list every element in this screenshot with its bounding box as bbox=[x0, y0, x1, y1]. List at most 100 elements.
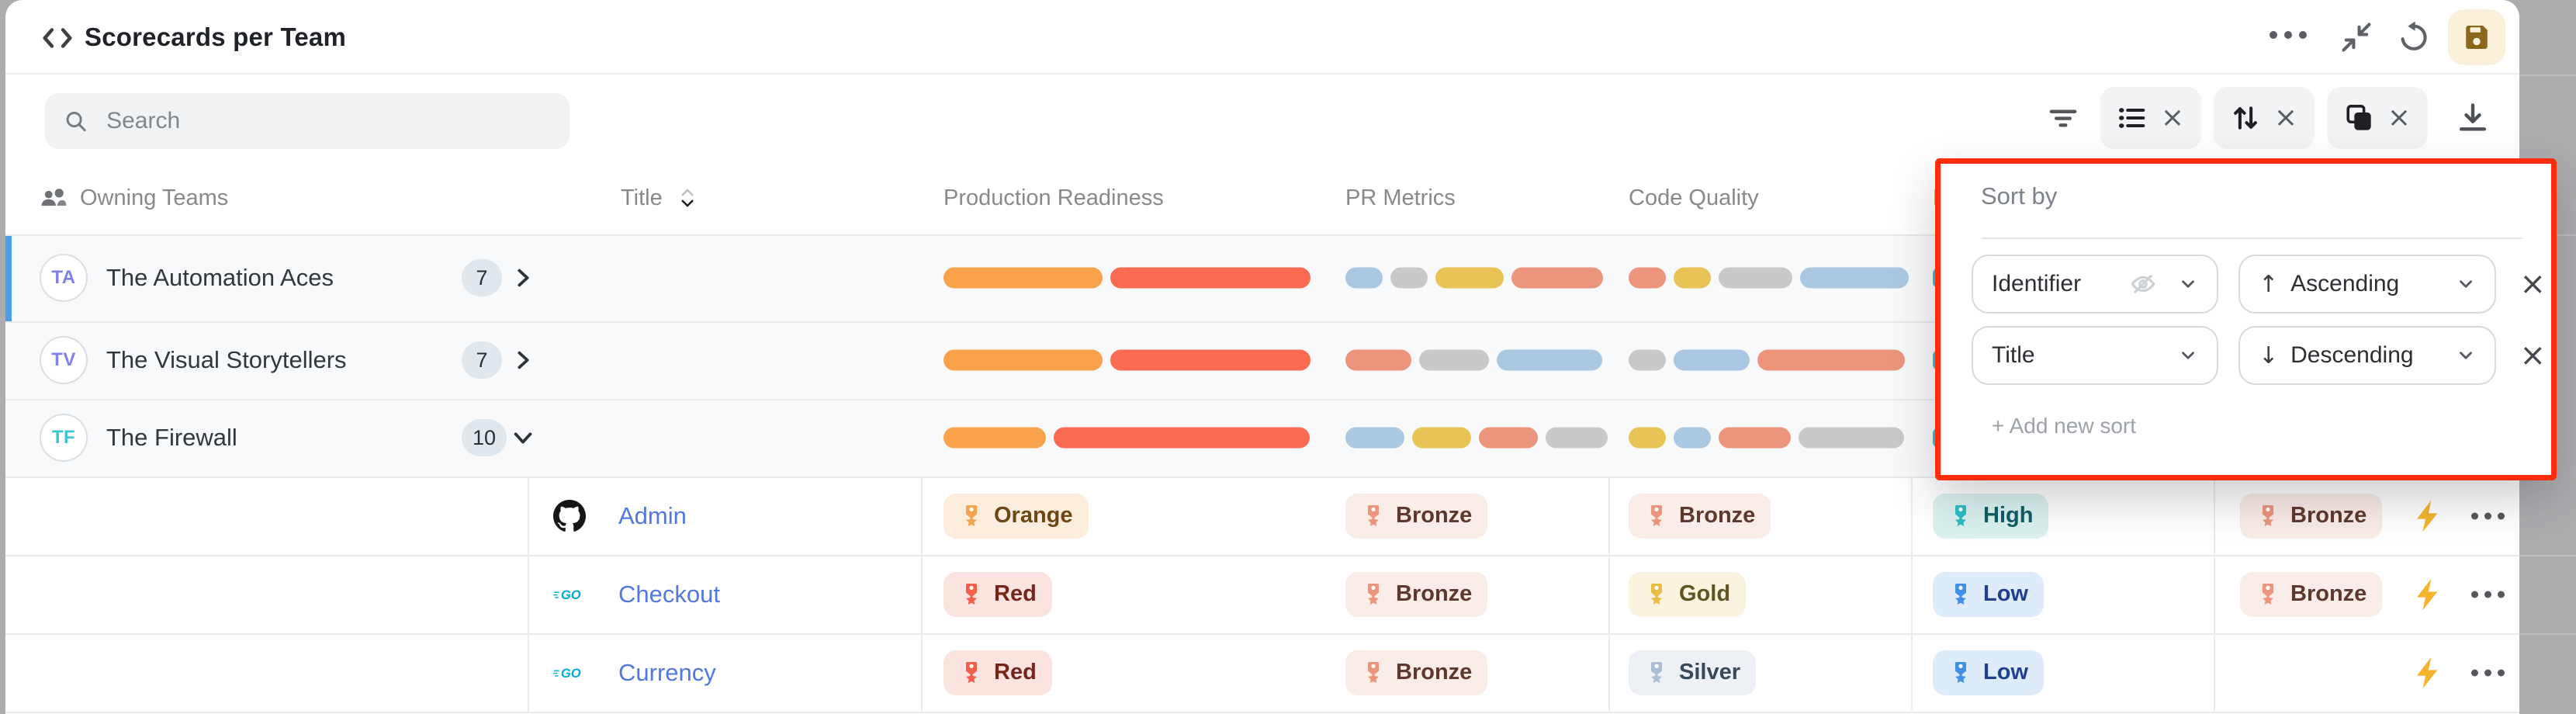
pr-metrics-bars bbox=[1345, 267, 1603, 289]
chevron-down-icon bbox=[2456, 274, 2476, 294]
sort-direction-select[interactable]: ↑ Ascending bbox=[2238, 255, 2496, 314]
code-quality-bars bbox=[1629, 349, 1905, 371]
badge-silver: Silver bbox=[1629, 650, 1756, 695]
code-quality-bars bbox=[1629, 427, 1904, 449]
scorecard-title-link[interactable]: Currency bbox=[618, 658, 716, 686]
team-name: The Automation Aces bbox=[106, 264, 334, 291]
production-readiness-bars bbox=[943, 267, 1311, 289]
badge-high: High bbox=[1933, 493, 2049, 539]
pr-metrics-bars bbox=[1345, 427, 1608, 449]
team-avatar: TV bbox=[40, 336, 88, 384]
group-pill[interactable]: × bbox=[2327, 87, 2428, 149]
team-initials: TA bbox=[51, 267, 76, 288]
blue-bar-segment bbox=[1674, 349, 1750, 371]
chevron-down-icon bbox=[2178, 274, 2198, 294]
sort-pill[interactable]: × bbox=[2214, 87, 2315, 149]
search-box[interactable] bbox=[45, 93, 570, 149]
undo-icon[interactable] bbox=[2397, 20, 2431, 54]
row-menu-button[interactable] bbox=[2471, 669, 2505, 676]
column-header-owning-teams[interactable]: Owning Teams bbox=[40, 161, 228, 234]
badge-gold: Gold bbox=[1629, 571, 1747, 617]
row-menu-button[interactable] bbox=[2471, 591, 2505, 598]
badge-label: Bronze bbox=[2290, 581, 2367, 606]
red-bar-segment bbox=[1110, 349, 1311, 371]
badge-bronze: Bronze bbox=[2240, 571, 2383, 617]
scorecard-row[interactable]: GO Currency Red Bronze Silver Low bbox=[5, 633, 2519, 712]
orange-bar-segment bbox=[943, 349, 1103, 371]
salmon-bar-segment bbox=[1629, 267, 1666, 289]
salmon-bar-segment bbox=[1479, 427, 1538, 449]
team-row[interactable]: TF The Firewall 10 bbox=[5, 399, 2519, 477]
gray-bar-segment bbox=[1629, 349, 1666, 371]
selected-row-accent bbox=[5, 234, 12, 321]
download-icon[interactable] bbox=[2456, 101, 2490, 135]
column-header-code-quality[interactable]: Code Quality bbox=[1629, 185, 1759, 210]
blue-bar-segment bbox=[1345, 427, 1404, 449]
team-avatar: TF bbox=[40, 414, 88, 462]
clear-sort-icon[interactable]: × bbox=[2273, 102, 2298, 133]
production-readiness-bars bbox=[943, 427, 1310, 449]
sort-field-select[interactable]: Identifier bbox=[1972, 255, 2218, 314]
badge-red: Red bbox=[943, 571, 1052, 617]
divider bbox=[1981, 237, 2522, 239]
yellow-bar-segment bbox=[1412, 427, 1471, 449]
scorecard-row[interactable]: GO Checkout Red Bronze Gold Low Bronze bbox=[5, 555, 2519, 633]
badge-bronze: Bronze bbox=[2240, 493, 2383, 539]
badge-red: Red bbox=[943, 650, 1052, 695]
badge-label: Gold bbox=[1679, 581, 1731, 606]
scorecard-row[interactable]: Admin Orange Bronze Bronze High Bronze bbox=[5, 477, 2519, 555]
more-menu-button[interactable] bbox=[2270, 31, 2307, 39]
sort-field-select[interactable]: Title bbox=[1972, 326, 2218, 385]
remove-sort-button[interactable]: × bbox=[2519, 338, 2546, 373]
team-avatar: TA bbox=[40, 254, 88, 302]
badge-label: Bronze bbox=[2290, 503, 2367, 528]
scorecard-title-link[interactable]: Admin bbox=[618, 501, 687, 529]
badge-low: Low bbox=[1933, 650, 2044, 695]
save-button[interactable] bbox=[2448, 9, 2505, 65]
go-icon: GO bbox=[553, 656, 587, 690]
sort-carets-icon[interactable] bbox=[680, 188, 695, 208]
badge-label: High bbox=[1983, 503, 2034, 528]
list-view-pill[interactable]: × bbox=[2100, 87, 2201, 149]
search-input[interactable] bbox=[105, 107, 551, 135]
team-row[interactable]: TV The Visual Storytellers 7 bbox=[5, 321, 2519, 399]
team-initials: TV bbox=[51, 349, 76, 370]
blue-bar-segment bbox=[1800, 267, 1909, 289]
collapse-icon[interactable] bbox=[2339, 20, 2373, 54]
svg-text:GO: GO bbox=[561, 588, 581, 602]
filter-icon[interactable] bbox=[2046, 101, 2080, 135]
gray-bar-segment bbox=[1419, 349, 1489, 371]
add-new-sort-button[interactable]: + Add new sort bbox=[1992, 414, 2137, 438]
chevron-right-icon[interactable] bbox=[511, 348, 535, 372]
sort-direction-value: Ascending bbox=[2290, 271, 2400, 296]
page-title: Scorecards per Team bbox=[85, 23, 347, 51]
sort-direction-select[interactable]: ↓ Descending bbox=[2238, 326, 2496, 385]
clear-group-icon[interactable]: × bbox=[2387, 102, 2412, 133]
lightning-icon[interactable] bbox=[2411, 577, 2445, 612]
badge-bronze: Bronze bbox=[1345, 571, 1488, 617]
remove-sort-button[interactable]: × bbox=[2519, 266, 2546, 302]
lightning-icon[interactable] bbox=[2411, 499, 2445, 533]
orange-bar-segment bbox=[943, 267, 1103, 289]
clear-list-view-icon[interactable]: × bbox=[2160, 102, 2185, 133]
direction-arrow-icon: ↓ bbox=[2259, 341, 2279, 369]
column-header-pr-metrics[interactable]: PR Metrics bbox=[1345, 185, 1456, 210]
column-header-production-readiness[interactable]: Production Readiness bbox=[943, 185, 1164, 210]
go-icon: GO bbox=[553, 577, 587, 612]
search-icon bbox=[66, 112, 86, 132]
team-count-badge: 7 bbox=[462, 259, 502, 296]
badge-low: Low bbox=[1933, 571, 2044, 617]
chevron-down-icon[interactable] bbox=[511, 426, 535, 449]
direction-arrow-icon: ↑ bbox=[2259, 270, 2279, 298]
scorecard-title-link[interactable]: Checkout bbox=[618, 580, 720, 608]
badge-label: Silver bbox=[1679, 660, 1740, 685]
row-menu-button[interactable] bbox=[2471, 512, 2505, 519]
sort-field-value: Identifier bbox=[1992, 271, 2082, 296]
chevron-right-icon[interactable] bbox=[511, 266, 535, 289]
gray-bar-segment bbox=[1546, 427, 1608, 449]
lightning-icon[interactable] bbox=[2411, 656, 2445, 690]
github-icon bbox=[553, 499, 587, 533]
red-bar-segment bbox=[1054, 427, 1310, 449]
column-header-title[interactable]: Title bbox=[621, 161, 695, 234]
